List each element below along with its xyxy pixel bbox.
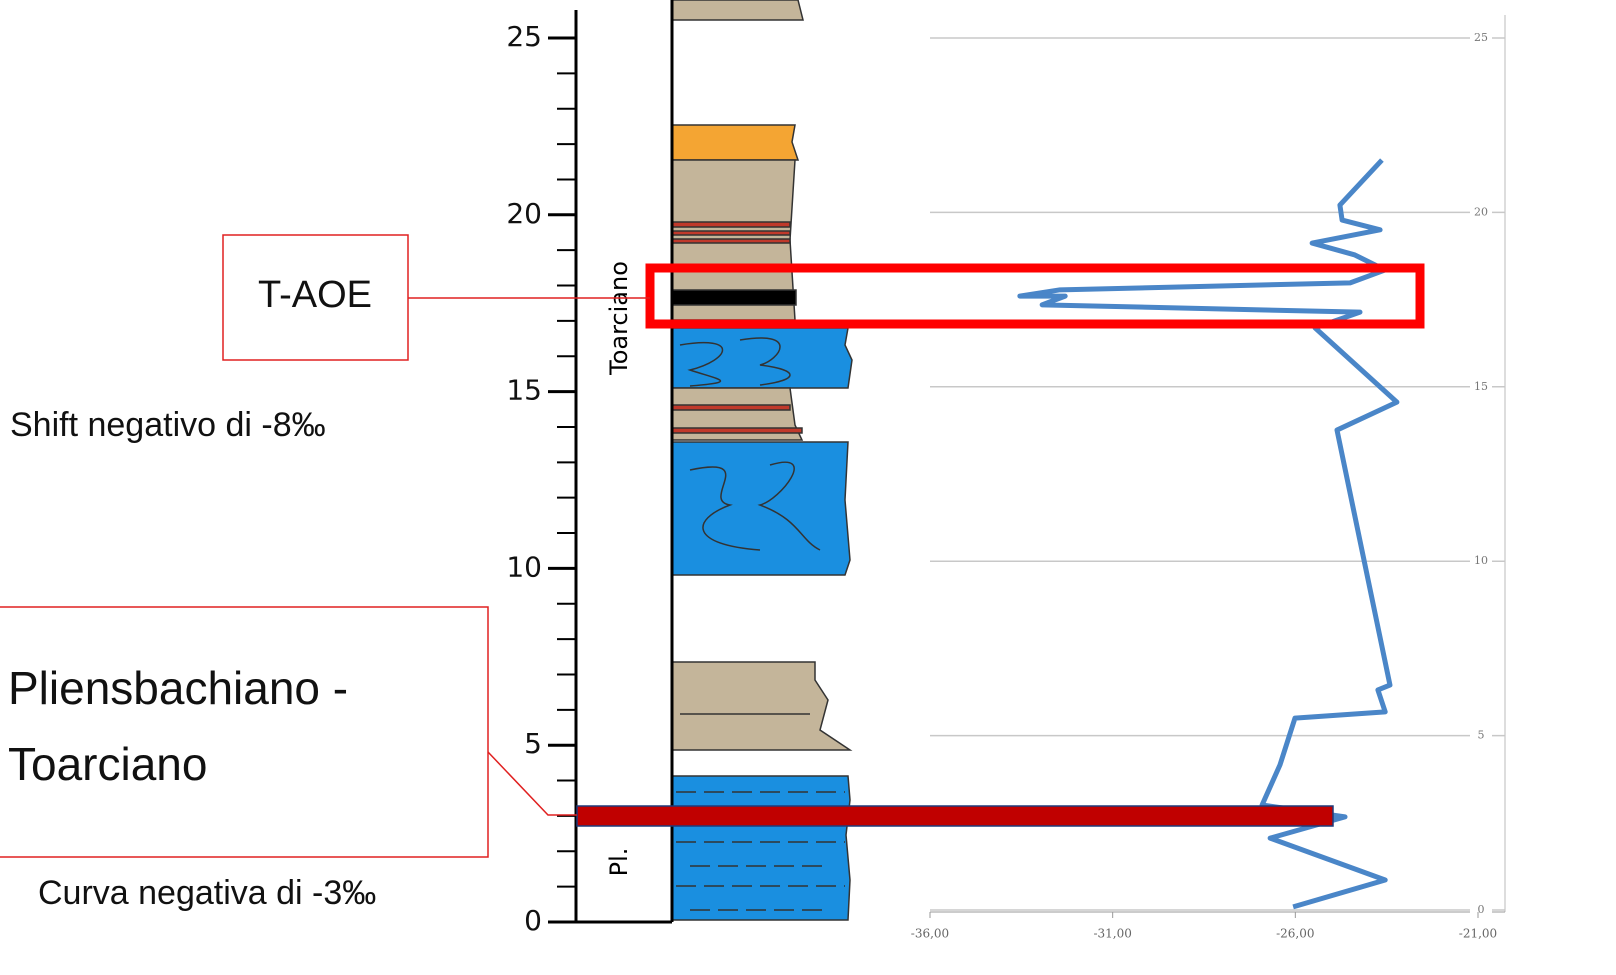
y-tick-label: 20 bbox=[1474, 205, 1488, 218]
depth-tick-label: 10 bbox=[506, 550, 542, 583]
depth-tick-label: 0 bbox=[524, 904, 542, 937]
callout-text: Toarciano bbox=[8, 738, 207, 790]
depth-tick-label: 15 bbox=[506, 374, 542, 407]
annotation: Shift negativo di -8‰ bbox=[10, 406, 326, 444]
x-tick-label: -26,00 bbox=[1276, 927, 1314, 941]
callout-text: Pliensbachiano - bbox=[8, 662, 348, 714]
x-tick-label: -36,00 bbox=[911, 927, 949, 941]
depth-tick-label: 5 bbox=[524, 727, 542, 760]
callout-line bbox=[488, 752, 577, 815]
x-tick-label: -21,00 bbox=[1459, 927, 1497, 941]
callout-box bbox=[0, 607, 488, 857]
depth-tick-label: 20 bbox=[506, 197, 542, 230]
y-tick-label: 15 bbox=[1474, 380, 1488, 393]
y-tick-label: 10 bbox=[1474, 554, 1488, 567]
figure: Toarciano Pl. 0 0 5 5 10 10 15 15 20 20 25 25 -36,00… bbox=[0, 0, 1616, 975]
stage-label: Pl. bbox=[605, 848, 633, 877]
x-tick-label: -31,00 bbox=[1093, 927, 1131, 941]
annotation: Curva negativa di -3‰ bbox=[38, 874, 376, 912]
y-tick-label: 25 bbox=[1474, 31, 1488, 44]
callout-text: T-AOE bbox=[258, 274, 372, 316]
boundary-bar bbox=[577, 806, 1333, 826]
y-tick-label: 5 bbox=[1478, 729, 1485, 742]
y-tick-label: 0 bbox=[1478, 903, 1485, 916]
stage-label: Toarciano bbox=[605, 261, 633, 376]
lithology-column bbox=[576, 0, 852, 922]
depth-tick-label: 25 bbox=[506, 20, 542, 53]
